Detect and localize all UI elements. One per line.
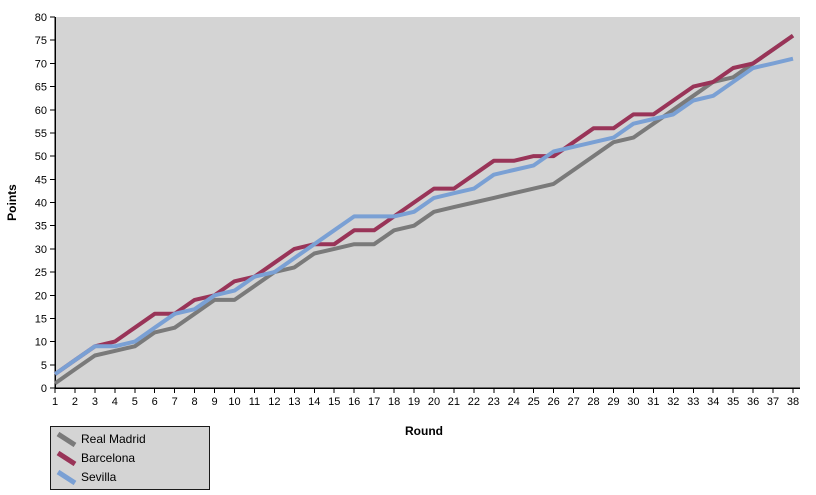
x-tick-label: 28 [587,396,599,408]
y-tick-label: 20 [35,290,47,302]
x-tick-label: 16 [348,396,360,408]
legend-line-swatch [56,431,77,447]
x-tick-label: 31 [647,396,659,408]
y-tick-label: 45 [35,174,47,186]
x-tick-label: 13 [288,396,300,408]
x-tick-label: 8 [192,396,198,408]
x-tick-label: 33 [687,396,699,408]
y-tick-label: 40 [35,198,47,210]
x-tick-label: 20 [428,396,440,408]
x-tick-label: 25 [528,396,540,408]
y-tick-label: 55 [35,128,47,140]
x-tick-label: 10 [228,396,240,408]
x-tick-label: 3 [92,396,98,408]
y-tick-label: 5 [41,360,47,372]
legend-label: Barcelona [81,450,136,465]
x-tick-label: 36 [747,396,759,408]
x-tick-label: 26 [548,396,560,408]
x-tick-label: 32 [667,396,679,408]
x-tick-label: 9 [212,396,218,408]
x-tick-label: 27 [567,396,579,408]
series-line-sevilla [53,56,794,376]
x-tick-label: 17 [368,396,380,408]
y-tick-label: 15 [35,313,47,325]
y-tick-label: 60 [35,105,47,117]
legend-label: Sevilla [81,469,117,484]
y-tick-label: 35 [35,221,47,233]
x-tick-label: 11 [249,396,260,408]
x-tick-label: 22 [468,396,480,408]
legend-line-swatch [56,450,77,466]
x-tick-label: 29 [607,396,619,408]
x-tick-label: 5 [132,396,138,408]
y-tick-label: 30 [35,244,47,256]
x-tick-label: 24 [508,396,520,408]
x-tick-label: 21 [448,396,460,408]
y-tick-label: 25 [35,267,47,279]
x-tick-label: 19 [408,396,420,408]
y-tick-label: 65 [35,82,47,94]
x-tick-label: 4 [112,396,118,408]
y-axis-title: Points [5,184,19,221]
x-tick-label: 1 [52,396,58,408]
y-tick-label: 70 [35,58,47,70]
x-tick-label: 12 [268,396,280,408]
legend-label: Real Madrid [81,431,146,446]
x-tick-label: 7 [172,396,178,408]
x-tick-label: 14 [308,396,320,408]
legend-item-sevilla: Sevilla [55,467,205,486]
x-tick-label: 34 [707,396,719,408]
y-tick-label: 0 [41,383,47,395]
x-tick-label: 18 [388,396,400,408]
y-tick-label: 50 [35,151,47,163]
legend: Real Madrid Barcelona Sevilla [50,426,210,490]
x-axis-title: Round [405,424,443,438]
x-tick-label: 2 [72,396,78,408]
x-tick-label: 15 [328,396,340,408]
x-tick-label: 37 [767,396,779,408]
y-tick-label: 10 [35,337,47,349]
series-line-real-madrid [53,33,795,386]
y-tick-label: 75 [35,35,47,47]
x-tick-label: 35 [727,396,739,408]
legend-item-barcelona: Barcelona [55,448,205,467]
legend-line-swatch [56,469,77,485]
x-tick-label: 30 [627,396,639,408]
x-tick-label: 38 [787,396,799,408]
legend-item-real-madrid: Real Madrid [55,429,205,448]
x-tick-label: 23 [488,396,500,408]
x-tick-label: 6 [152,396,158,408]
y-tick-label: 80 [35,12,47,24]
